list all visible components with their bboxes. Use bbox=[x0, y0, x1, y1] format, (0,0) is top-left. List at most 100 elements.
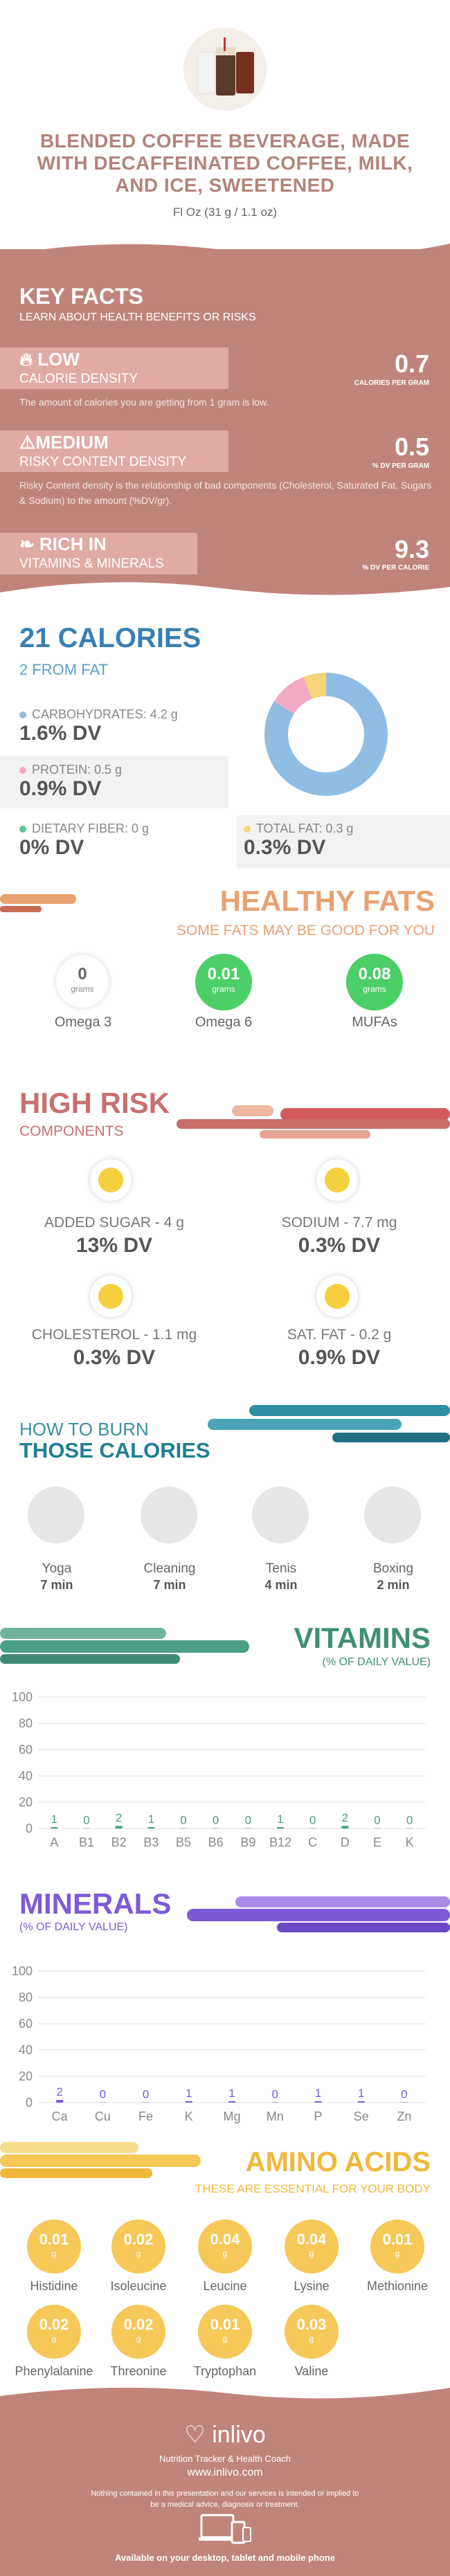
boxing-icon bbox=[364, 1487, 421, 1543]
histidine-value: 0.01 bbox=[39, 2231, 69, 2248]
protein-dot bbox=[19, 767, 26, 774]
mufas-circle: 0.08 grams bbox=[346, 954, 403, 1010]
x-tick-label-d: D bbox=[341, 1835, 350, 1849]
mufas-value: 0.08 bbox=[358, 965, 391, 983]
bar-se bbox=[357, 2101, 365, 2103]
carbs-dv: 1.6% DV bbox=[19, 722, 102, 745]
tryptophan-circle: 0.01 g bbox=[198, 2305, 252, 2359]
x-tick-label-b2: B2 bbox=[111, 1835, 127, 1849]
yoga-time: 7 min bbox=[40, 1578, 73, 1592]
threonine-circle: 0.02 g bbox=[111, 2305, 165, 2359]
isoleucine-value: 0.02 bbox=[123, 2231, 154, 2248]
y-tick-label: 60 bbox=[19, 2017, 33, 2031]
risky-density-value: 0.5 bbox=[394, 433, 429, 461]
fats-deco-bars bbox=[0, 894, 76, 912]
calorie-density-tag bbox=[0, 347, 228, 389]
vitamins-bar-chart: 0204060801001A0B12B21B30B50B60B91B120C2D… bbox=[12, 1690, 426, 1849]
calories-title: 21 CALORIES bbox=[19, 623, 201, 653]
bar-d bbox=[341, 1826, 349, 1829]
y-tick-label: 100 bbox=[12, 1964, 33, 1978]
calorie-density-level: 🔥︎ LOW bbox=[19, 349, 80, 370]
omega6-label: Omega 6 bbox=[195, 1015, 253, 1030]
isoleucine-circle: 0.02 g bbox=[111, 2220, 165, 2274]
lysine-circle: 0.04 g bbox=[285, 2220, 339, 2274]
histidine-unit: g bbox=[51, 2249, 57, 2258]
phenylalanine-label: Phenylalanine bbox=[15, 2364, 93, 2378]
vitamins-subtitle: (% OF DAILY VALUE) bbox=[322, 1656, 431, 1668]
x-tick-label-mn: Mn bbox=[267, 2110, 284, 2123]
bar-p bbox=[314, 2101, 322, 2103]
calories-from-fat: 2 FROM FAT bbox=[19, 661, 108, 678]
footer-devices: Available on your desktop, tablet and mo… bbox=[114, 2552, 336, 2563]
burn-title-line1: HOW TO BURN bbox=[19, 1419, 149, 1440]
omega3-value: 0 bbox=[78, 965, 87, 983]
threonine-unit: g bbox=[136, 2334, 141, 2343]
calorie-density-unit: CALORIES PER GRAM bbox=[354, 379, 429, 387]
omega3-unit: grams bbox=[71, 984, 94, 994]
yoga-label: Yoga bbox=[42, 1561, 72, 1576]
histidine-circle: 0.01 g bbox=[27, 2220, 81, 2274]
value-label-k: 1 bbox=[186, 2087, 192, 2100]
isoleucine-unit: g bbox=[136, 2249, 141, 2258]
minerals-bar-chart: 0 20 40 60 80 100 2 Ca 0 Cu 0 Fe 1 K 1 Mg 0 Mn 1 P 1 Se 0 Zn bbox=[12, 1964, 426, 2123]
footer bbox=[0, 2407, 450, 2576]
x-tick-label-a: A bbox=[50, 1835, 58, 1849]
added-sugar-smiley-icon bbox=[90, 1159, 132, 1201]
footer-wave bbox=[0, 2387, 450, 2409]
y-tick-label: 20 bbox=[19, 1795, 33, 1809]
y-tick-label: 80 bbox=[19, 1990, 33, 2004]
tryptophan-unit: g bbox=[222, 2334, 228, 2343]
leucine-label: Leucine bbox=[203, 2279, 247, 2293]
x-tick-label-se: Se bbox=[354, 2110, 369, 2123]
omega6-value: 0.01 bbox=[207, 965, 240, 983]
carbs-dot bbox=[19, 711, 26, 718]
bar-b3 bbox=[147, 1827, 155, 1829]
fat-dv: 0.3% DV bbox=[244, 836, 326, 859]
mufas-unit: grams bbox=[363, 984, 386, 994]
tennis-time: 4 min bbox=[264, 1578, 298, 1592]
amino-deco-bars bbox=[0, 2142, 201, 2178]
x-tick-label-zn: Zn bbox=[397, 2110, 411, 2123]
leaf-icon: ❧ bbox=[19, 534, 35, 554]
value-label-mg: 1 bbox=[228, 2087, 235, 2100]
cleaning-label: Cleaning bbox=[143, 1561, 196, 1576]
amino-subtitle: THESE ARE ESSENTIAL FOR YOUR BODY bbox=[195, 2182, 431, 2195]
footer-disclaimer: Nothing contained in this presentation a… bbox=[91, 2489, 359, 2509]
tennis-icon bbox=[252, 1487, 309, 1543]
protein-box bbox=[0, 756, 228, 808]
burn-title-line2: THOSE CALORIES bbox=[19, 1438, 210, 1462]
fat-dot bbox=[244, 826, 251, 833]
value-label-b5: 0 bbox=[180, 1814, 186, 1827]
x-tick-label-e: E bbox=[373, 1835, 381, 1849]
tryptophan-label: Tryptophan bbox=[193, 2364, 257, 2378]
calories-donut-chart bbox=[264, 673, 388, 796]
vitamins-deco-bars bbox=[0, 1628, 249, 1664]
fat-item: TOTAL FAT: 0.3 g 0.3% DV bbox=[244, 822, 353, 860]
serving-size: Fl Oz (31 g / 1.1 oz) bbox=[172, 206, 278, 219]
omega3-circle: 0 grams bbox=[56, 955, 109, 1008]
bar-ca bbox=[56, 2100, 64, 2103]
high-risk-title: HIGH RISK bbox=[19, 1087, 170, 1119]
beverage-image bbox=[183, 28, 267, 111]
methionine-unit: g bbox=[395, 2249, 400, 2258]
x-tick-label-c: C bbox=[308, 1835, 317, 1849]
calorie-density-value: 0.7 bbox=[394, 350, 429, 378]
vitamins-minerals-level: ❧ RICH IN bbox=[19, 534, 107, 554]
leucine-circle: 0.04 g bbox=[198, 2220, 252, 2274]
cleaning-time: 7 min bbox=[153, 1578, 186, 1592]
footer-url[interactable]: www.inlivo.com bbox=[187, 2467, 263, 2478]
bar-b12 bbox=[277, 1827, 284, 1829]
value-label-b1: 0 bbox=[83, 1814, 89, 1827]
methionine-circle: 0.01 g bbox=[370, 2220, 424, 2274]
vitamins-minerals-value: 9.3 bbox=[394, 535, 429, 563]
y-tick-label: 100 bbox=[12, 1690, 33, 1704]
lysine-value: 0.04 bbox=[296, 2231, 327, 2248]
threonine-label: Threonine bbox=[110, 2364, 167, 2378]
page-title: BLENDED COFFEE BEVERAGE, MADE WITH DECAF… bbox=[37, 130, 413, 196]
calorie-density-name: CALORIE DENSITY bbox=[19, 372, 138, 386]
carbs-label: CARBOHYDRATES: 4.2 g bbox=[32, 707, 178, 721]
tryptophan-value: 0.01 bbox=[210, 2316, 240, 2333]
high-risk-deco-bars bbox=[177, 1105, 450, 1139]
x-tick-label-b3: B3 bbox=[143, 1835, 159, 1849]
value-label-ca: 2 bbox=[56, 2085, 62, 2098]
